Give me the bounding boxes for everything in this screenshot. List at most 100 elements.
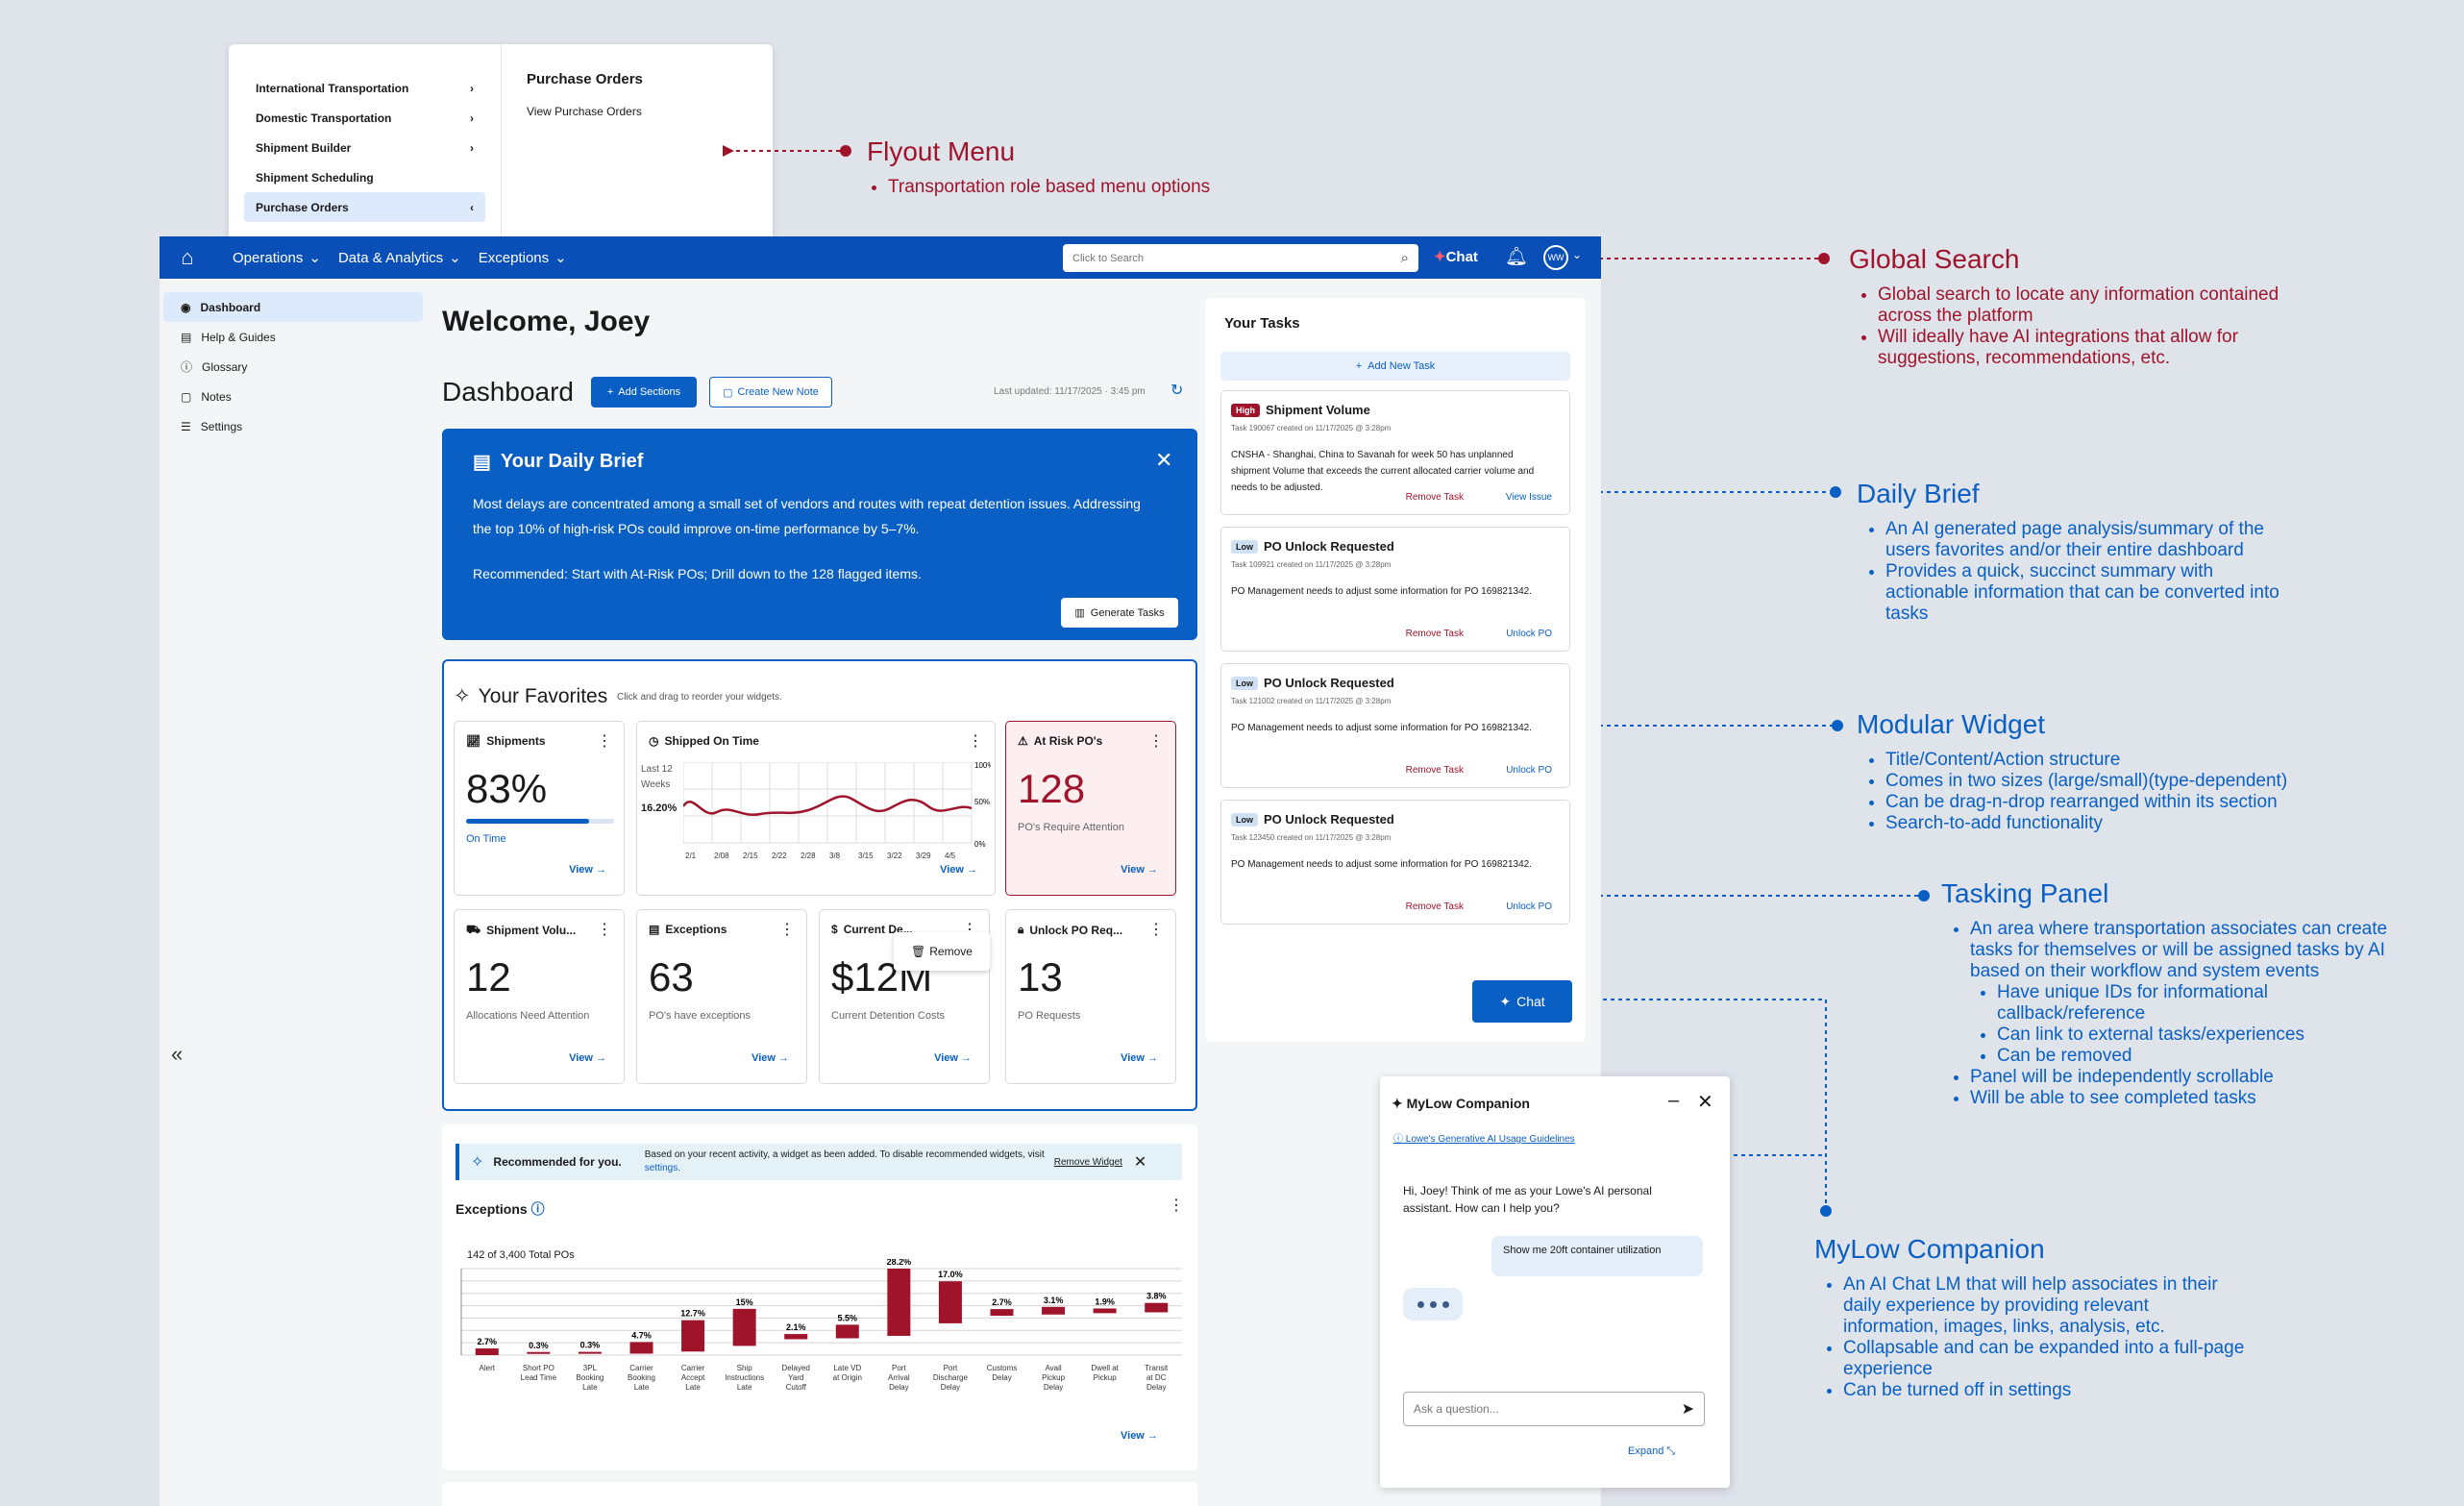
bar[interactable]: [1145, 1302, 1169, 1313]
bar[interactable]: [1093, 1308, 1117, 1314]
view-link[interactable]: View →: [1121, 864, 1158, 876]
bar[interactable]: [681, 1320, 705, 1352]
flyout-item-shipment-builder[interactable]: Shipment Builder ›: [256, 140, 474, 155]
remove-popover[interactable]: 🗑︎ Remove: [894, 932, 990, 971]
sidebar-item-dashboard[interactable]: ◉ Dashboard: [163, 292, 423, 322]
bar[interactable]: [629, 1342, 653, 1354]
create-note-button[interactable]: ▢ Create New Note: [709, 377, 832, 407]
close-icon[interactable]: ✕: [1133, 1154, 1147, 1171]
chat-button[interactable]: ✦ Chat: [1472, 980, 1572, 1023]
send-icon[interactable]: ➤: [1681, 1401, 1694, 1418]
expand-button[interactable]: Expand ⤡: [1628, 1445, 1676, 1457]
sidebar-item-settings[interactable]: ☰ Settings: [181, 419, 243, 433]
chat-nav-button[interactable]: ✦Chat: [1434, 249, 1478, 265]
dashboard-icon: ◉: [181, 300, 191, 314]
add-task-button[interactable]: + Add New Task: [1220, 352, 1570, 381]
widget-shipment-volume[interactable]: ⛟ Shipment Volu... ⋮ 12 Allocations Need …: [454, 909, 625, 1084]
view-link[interactable]: View →: [940, 864, 977, 876]
more-icon[interactable]: ⋮: [1148, 733, 1164, 750]
brief-title: Your Daily Brief: [500, 451, 644, 472]
widget-at-risk[interactable]: ⚠ At Risk PO's ⋮ 128 PO's Require Attenti…: [1005, 721, 1176, 896]
more-icon[interactable]: ⋮: [968, 733, 983, 750]
flyout-item-domestic[interactable]: Domestic Transportation ›: [256, 111, 474, 125]
category-label: 3PL Booking Late: [576, 1364, 604, 1392]
widget-caption: Current Detention Costs: [831, 1010, 945, 1022]
home-icon[interactable]: ⌂: [181, 245, 194, 269]
task-body: PO Management needs to adjust some infor…: [1231, 586, 1532, 597]
bar[interactable]: [527, 1351, 551, 1354]
widget-unlock-po[interactable]: 🔒︎ Unlock PO Req... ⋮ 13 PO Requests View…: [1005, 909, 1176, 1084]
ask-input[interactable]: [1414, 1402, 1663, 1416]
mylow-companion: ✦ MyLow Companion – ✕ ⓘ Lowe's Generativ…: [1380, 1076, 1730, 1488]
data-label: 2.7%: [992, 1297, 1012, 1307]
remove-task-link[interactable]: Remove Task: [1405, 901, 1464, 912]
bar[interactable]: [1042, 1306, 1066, 1315]
widget-shipped-on-time[interactable]: ◷ Shipped On Time ⋮ Last 12 Weeks 16.20% …: [636, 721, 996, 896]
sidebar-item-help[interactable]: ▤ Help & Guides: [181, 330, 276, 344]
bar[interactable]: [578, 1351, 602, 1354]
sparkline-chart: 100% 50% 0% 2/1 2/08 2/15 2/22 2/28 3/8 3/15 3/…: [683, 762, 991, 860]
search-input[interactable]: [1072, 252, 1361, 264]
add-sections-button[interactable]: + Add Sections: [591, 377, 697, 407]
task-action-link[interactable]: Unlock PO: [1506, 765, 1552, 776]
task-action-link[interactable]: Unlock PO: [1506, 901, 1552, 912]
sidebar-item-glossary[interactable]: ⓘ Glossary: [181, 359, 248, 375]
settings-link[interactable]: settings.: [644, 1163, 681, 1173]
bar[interactable]: [938, 1281, 962, 1323]
remove-task-link[interactable]: Remove Task: [1405, 629, 1464, 639]
info-icon[interactable]: ⓘ: [530, 1201, 545, 1217]
brief-body: Most delays are concentrated among a sma…: [473, 496, 1141, 536]
collapse-sidebar-icon[interactable]: «: [171, 1042, 184, 1066]
view-link[interactable]: View →: [1121, 1052, 1158, 1064]
task-action-link[interactable]: Unlock PO: [1506, 629, 1552, 639]
bar[interactable]: [990, 1309, 1014, 1317]
widget-shipments[interactable]: 📈︎ Shipments ⋮ 83% On Time View →: [454, 721, 625, 896]
bar[interactable]: [887, 1269, 911, 1336]
remove-task-link[interactable]: Remove Task: [1405, 765, 1464, 776]
generate-tasks-button[interactable]: ▥ Generate Tasks: [1061, 598, 1178, 628]
more-icon[interactable]: ⋮: [779, 922, 795, 938]
flyout-panel-link[interactable]: View Purchase Orders: [527, 105, 642, 118]
minimize-icon[interactable]: –: [1668, 1090, 1680, 1111]
category-label: Ship Instructions Late: [725, 1364, 764, 1392]
sidebar-item-notes[interactable]: ▢ Notes: [181, 389, 232, 404]
remove-task-link[interactable]: Remove Task: [1405, 492, 1464, 503]
flyout-item-shipment-scheduling[interactable]: Shipment Scheduling: [256, 170, 374, 185]
close-icon[interactable]: ✕: [1155, 448, 1173, 472]
flyout-item-international[interactable]: International Transportation ›: [256, 81, 474, 95]
task-action-link[interactable]: View Issue: [1505, 492, 1552, 503]
view-link[interactable]: View →: [1121, 1430, 1158, 1442]
x-tick: 3/8: [829, 852, 841, 860]
widget-exceptions[interactable]: ▤ Exceptions ⋮ 63 PO's have exceptions Vi…: [636, 909, 807, 1084]
nav-exceptions[interactable]: Exceptions ⌄: [478, 249, 567, 267]
more-icon[interactable]: ⋮: [597, 733, 612, 750]
task-title: PO Unlock Requested: [1264, 812, 1394, 827]
nav-operations[interactable]: Operations ⌄: [233, 249, 321, 267]
remove-widget-link[interactable]: Remove Widget: [1053, 1156, 1122, 1168]
widget-value: 63: [649, 954, 694, 1000]
flyout-item-purchase-orders[interactable]: Purchase Orders ‹: [244, 192, 485, 222]
view-link[interactable]: View →: [569, 1052, 606, 1064]
refresh-icon[interactable]: ↻: [1170, 383, 1184, 399]
task-body: PO Management needs to adjust some infor…: [1231, 723, 1532, 733]
bar[interactable]: [835, 1324, 859, 1339]
avatar[interactable]: WW: [1543, 245, 1568, 270]
chevron-left-icon: ‹: [470, 200, 474, 214]
ai-guidelines-link[interactable]: Lowe's Generative AI Usage Guidelines: [1405, 1134, 1575, 1145]
recommended-text: Based on your recent activity, a widget …: [644, 1149, 1045, 1160]
more-icon[interactable]: ⋮: [597, 922, 612, 938]
more-icon[interactable]: ⋮: [1169, 1197, 1184, 1214]
bell-icon[interactable]: 🔔︎: [1505, 247, 1529, 267]
view-link[interactable]: View →: [752, 1052, 789, 1064]
bar[interactable]: [784, 1334, 808, 1340]
bar[interactable]: [475, 1348, 499, 1355]
bar[interactable]: [732, 1308, 756, 1346]
close-icon[interactable]: ✕: [1697, 1092, 1713, 1113]
more-icon[interactable]: ⋮: [1148, 922, 1164, 938]
category-label: Transit at DC Delay: [1145, 1364, 1169, 1392]
nav-data-analytics[interactable]: Data & Analytics ⌄: [337, 249, 461, 267]
search-icon[interactable]: ⌕: [1400, 250, 1409, 266]
chevron-down-icon[interactable]: ⌄: [1572, 248, 1583, 261]
view-link[interactable]: View →: [934, 1052, 972, 1064]
view-link[interactable]: View →: [569, 864, 606, 876]
